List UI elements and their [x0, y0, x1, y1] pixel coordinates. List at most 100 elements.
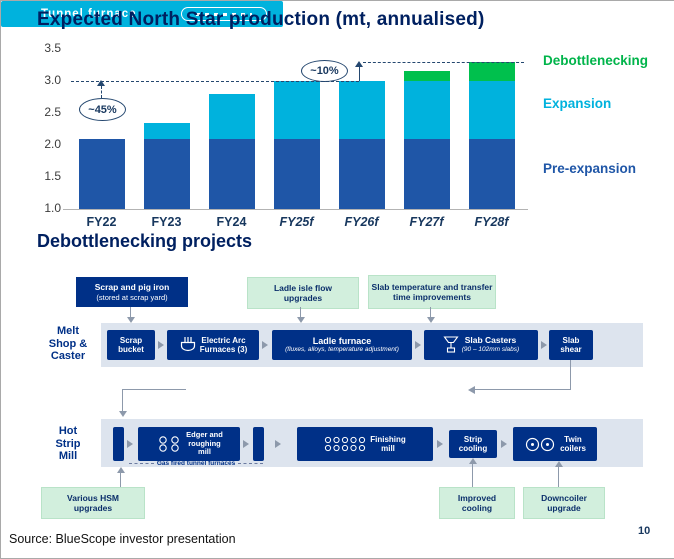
callout-slab-temperature: Slab temperature and transfer time impro… — [368, 275, 496, 309]
box-strip-cooling: Strip cooling — [449, 430, 497, 458]
connector-ladle-line — [300, 307, 301, 318]
x-axis-label: FY28f — [474, 215, 509, 229]
y-axis-tick-label: 1.0 — [44, 201, 61, 215]
box-roughing-stand-1 — [113, 427, 124, 461]
flow-arrow-9-icon — [501, 440, 507, 448]
x-axis-label: FY27f — [409, 215, 444, 229]
bar-segment-expansion — [468, 81, 515, 139]
legend-debottlenecking: Debottlenecking — [543, 53, 649, 68]
bar-segment-debottlenecking — [403, 71, 450, 81]
slab-casters-sub: (90 – 102mm slabs) — [461, 346, 520, 354]
x-axis-line — [63, 209, 528, 210]
y-axis-tick-label: 2.0 — [44, 137, 61, 151]
flow-arrow-3-icon — [415, 341, 421, 349]
callout-ladle-isle-flow: Ladle isle flow upgrades — [247, 277, 359, 309]
connector-tunnel-hsm-line — [123, 389, 186, 390]
connector-cooling-up-line — [472, 464, 473, 487]
callout-improved-cooling: Improved cooling — [439, 487, 515, 519]
connector-shear-down-line — [570, 360, 571, 390]
connector-slabtemp-line — [430, 307, 431, 318]
annotation-10pct-label: ~10% — [310, 65, 339, 77]
slab-caster-icon — [443, 336, 459, 353]
connector-shear-tunnel-line — [474, 389, 571, 390]
connector-hsm-down-line — [122, 389, 123, 412]
connector-hsm-in-arrow — [119, 411, 127, 417]
finishing-mill-label: Finishing mill — [370, 434, 406, 453]
connector-scrap-arrow — [127, 317, 135, 323]
box-tunnel-furnace: Tunnel furnace — [1, 1, 283, 27]
bar-segment-expansion — [273, 81, 320, 139]
bar-segment-pre-expansion — [273, 138, 320, 209]
x-axis-label: FY22 — [86, 215, 117, 229]
hot-strip-mill-label: Hot Strip Mill — [55, 425, 81, 463]
y-axis-tick-label: 1.5 — [44, 169, 61, 183]
box-roughing-stand-2 — [253, 427, 264, 461]
bar-segment-pre-expansion — [78, 138, 125, 209]
legend-expansion: Expansion — [543, 96, 612, 111]
twin-coilers-label: Twin coilers — [560, 434, 586, 453]
box-scrap-bucket: Scrap bucket — [107, 330, 155, 360]
flow-arrow-4-icon — [541, 341, 547, 349]
footer-source: Source: BlueScope investor presentation — [9, 532, 236, 546]
box-edger-roughing-mill: Edger and roughing mill — [138, 427, 240, 461]
annotation-oval-10pct: ~10% — [301, 60, 348, 82]
page-number: 10 — [638, 525, 651, 537]
bar-segment-pre-expansion — [403, 138, 450, 209]
annotation-arrowhead-10pct — [355, 61, 363, 67]
connector-downcoiler-up-line — [558, 467, 559, 487]
y-axis-tick-label: 3.0 — [44, 73, 61, 87]
box-slab-shear: Slab shear — [549, 330, 593, 360]
callout-downcoiler-upgrade: Downcoiler upgrade — [523, 487, 605, 519]
bar-segment-pre-expansion — [143, 138, 190, 209]
y-axis-tick-label: 2.5 — [44, 105, 61, 119]
flow-arrow-8-icon — [437, 440, 443, 448]
dashed-reference-line-3-3 — [363, 62, 524, 63]
roll-stand-icon — [159, 436, 179, 452]
annotation-arrow-45pct — [101, 86, 102, 98]
annotation-arrow-10pct — [359, 67, 360, 81]
annotation-arrowhead-45pct — [97, 80, 105, 86]
tunnel-furnace-slab-icon — [181, 7, 267, 21]
electric-arc-furnace-icon — [180, 337, 195, 352]
x-axis-label: FY24 — [216, 215, 247, 229]
melt-shop-label: Melt Shop & Caster — [48, 325, 88, 363]
callout-various-hsm-upgrades: Various HSM upgrades — [41, 487, 145, 519]
bar-segment-expansion — [403, 81, 450, 139]
callout-scrap-pig-iron: Scrap and pig iron (stored at scrap yard… — [76, 277, 188, 307]
bar-segment-pre-expansion — [208, 138, 255, 209]
bar-segment-debottlenecking — [468, 61, 515, 81]
connector-scrap-line — [130, 307, 131, 318]
bar-segment-pre-expansion — [338, 138, 385, 209]
box-slab-casters: Slab Casters (90 – 102mm slabs) — [424, 330, 538, 360]
x-axis-label: FY25f — [279, 215, 314, 229]
box-twin-coilers: Twin coilers — [513, 427, 597, 461]
chart-title: Expected North Star production (mt, annu… — [37, 9, 485, 30]
box-finishing-mill: Finishing mill — [297, 427, 433, 461]
x-axis-label: FY23 — [151, 215, 182, 229]
flow-arrow-6-icon — [243, 440, 249, 448]
callout-scrap-sub: (stored at scrap yard) — [96, 292, 168, 302]
legend-pre-expansion: Pre-expansion — [543, 161, 637, 176]
tunnel-furnace-label: Tunnel furnace — [41, 8, 137, 20]
callout-scrap-title: Scrap and pig iron — [94, 282, 170, 293]
gas-fired-tunnel-furnaces-label: Gas fired tunnel furnaces — [129, 460, 264, 467]
annotation-45pct-label: ~45% — [88, 103, 117, 116]
electric-arc-label: Electric Arc Furnaces (3) — [199, 335, 248, 354]
finishing-mill-rolls-icon — [325, 436, 366, 452]
x-axis-label: FY26f — [344, 215, 379, 229]
dashed-line-left — [129, 463, 154, 464]
diagram-title: Debottlenecking projects — [37, 231, 253, 251]
box-ladle-furnace: Ladle furnace (fluxes, alloys, temperatu… — [272, 330, 412, 360]
connector-cooling-up-arrow — [469, 458, 477, 464]
edger-label: Edger and roughing mill — [186, 430, 223, 457]
connector-hsm-up-line — [120, 473, 121, 487]
dashed-reference-line-3-0 — [71, 81, 359, 82]
flow-arrow-5-icon — [127, 440, 133, 448]
ladle-furnace-title: Ladle furnace — [312, 336, 372, 347]
box-electric-arc-furnaces: Electric Arc Furnaces (3) — [167, 330, 259, 360]
flow-arrow-1-icon — [158, 341, 164, 349]
y-axis-tick-label: 3.5 — [44, 41, 61, 55]
connector-slabtemp-arrow — [427, 317, 435, 323]
